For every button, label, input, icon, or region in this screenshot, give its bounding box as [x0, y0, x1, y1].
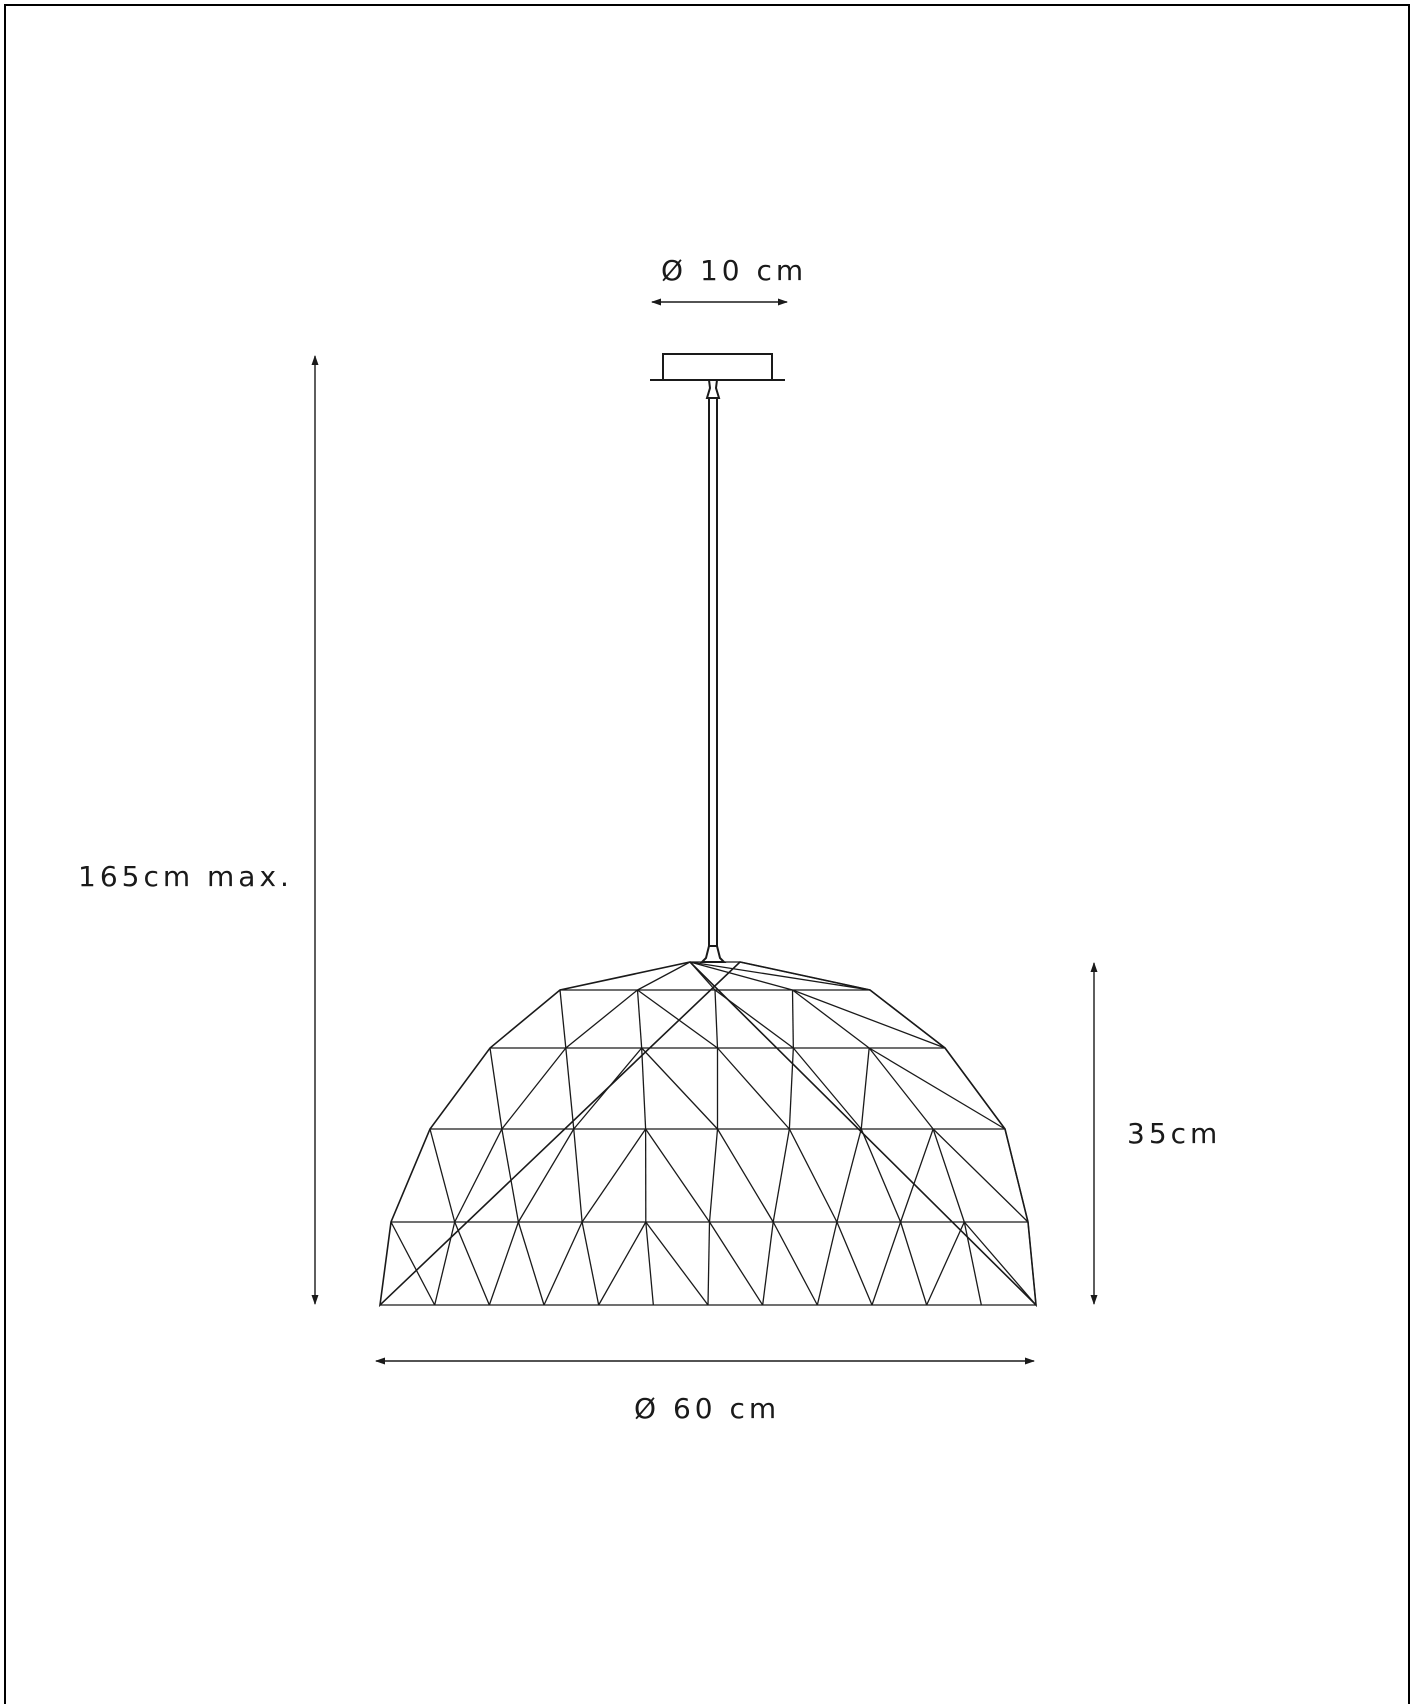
dome-facet-edge: [870, 990, 945, 1048]
dome-facet-edge: [718, 1048, 790, 1129]
total-height-label: 165cm max.: [78, 860, 293, 893]
dome-facet-edge: [690, 962, 870, 990]
dome-facet-edge: [869, 1048, 933, 1129]
dome-facet-edge: [391, 1222, 435, 1305]
dome-facet-edge: [710, 1222, 763, 1305]
dome-facet-edge: [793, 990, 794, 1048]
shade-diameter-label: Ø 60 cm: [634, 1392, 780, 1425]
dome-facet-edge: [740, 962, 870, 990]
dome-facet-edge: [773, 1129, 789, 1222]
dome-facet-edge: [964, 1222, 1036, 1305]
dome-facet-edge: [793, 990, 870, 1048]
dome-facet-edge: [708, 1222, 710, 1305]
dome-facet-edge: [773, 1222, 817, 1305]
dome-facet-edge: [518, 1129, 573, 1222]
dome-facet-edge: [793, 990, 946, 1048]
dome-facet-edge: [518, 1222, 544, 1305]
dome-facet-edge: [793, 1048, 861, 1129]
dome-facet-edge: [964, 1222, 981, 1305]
dome-facet-edge: [566, 1048, 574, 1129]
dome-facet-edge: [455, 1222, 490, 1305]
dome-facet-edge: [430, 1129, 455, 1222]
dome-facet-edge: [646, 1129, 710, 1222]
dome-facet-edge: [582, 1222, 599, 1305]
dome-facet-edge: [710, 1129, 718, 1222]
dome-facet-edge: [642, 1048, 718, 1129]
dome-facet-edge: [646, 1222, 708, 1305]
dome-facet-edge: [789, 1129, 837, 1222]
dome-facet-edge: [715, 990, 718, 1048]
dome-facet-edge: [1028, 1222, 1036, 1305]
ceiling-canopy: [650, 354, 785, 380]
dome-facet-edge: [861, 1048, 869, 1129]
dome-facet-edge: [715, 990, 793, 1048]
dome-facet-edge: [574, 1129, 582, 1222]
dome-facet-edge: [901, 1222, 927, 1305]
dome-facet-edge: [489, 1222, 518, 1305]
dome-facet-edge: [566, 990, 638, 1048]
dome-facet-edge: [455, 1129, 502, 1222]
dome-facet-edge: [574, 1048, 642, 1129]
dome-facet-edge: [933, 1129, 1028, 1222]
dome-facet-edge: [872, 1222, 901, 1305]
dome-facet-edge: [642, 1048, 646, 1129]
dome-facet-edge: [1005, 1129, 1028, 1222]
dome-facet-edge: [690, 962, 715, 990]
dome-facet-edge: [599, 1222, 646, 1305]
dome-facet-edge: [435, 1222, 455, 1305]
dome-facet-edge: [502, 1048, 566, 1129]
suspension-rod: [702, 380, 724, 962]
geodesic-dome-shade: [380, 962, 1036, 1305]
dome-facet-edge: [837, 1222, 872, 1305]
dome-facet-edge: [869, 1048, 1005, 1129]
dome-facet-edge: [837, 1129, 861, 1222]
dome-facet-edge: [544, 1222, 582, 1305]
shade-height-label: 35cm: [1127, 1117, 1221, 1150]
dome-facet-edge: [582, 1129, 646, 1222]
dome-facet-edge: [638, 990, 642, 1048]
canopy-diameter-label: Ø 10 cm: [661, 254, 807, 287]
dome-facet-edge: [490, 1048, 502, 1129]
dome-facet-edge: [817, 1222, 837, 1305]
dome-facet-edge: [763, 1222, 774, 1305]
dome-facet-edge: [560, 990, 566, 1048]
dome-facet-edge: [646, 1222, 654, 1305]
dome-facet-edge: [927, 1222, 965, 1305]
dome-facet-edge: [861, 1129, 900, 1222]
dome-facet-edge: [638, 990, 718, 1048]
dome-facet-edge: [638, 962, 691, 990]
dome-facet-edge: [718, 1129, 774, 1222]
dome-facet-edge: [945, 1048, 1005, 1129]
